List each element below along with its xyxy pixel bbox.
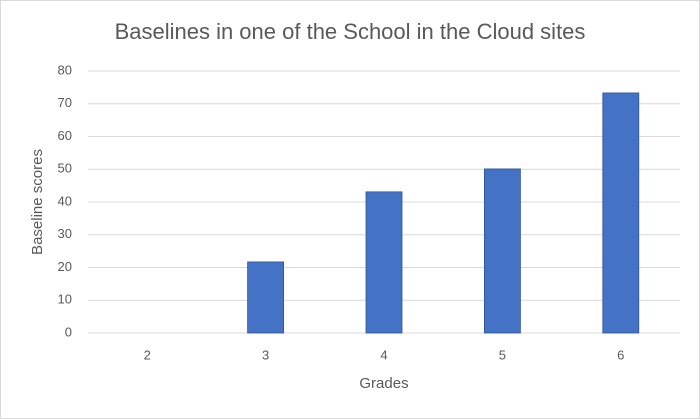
y-tick-label: 20	[58, 259, 72, 274]
bar	[483, 168, 521, 334]
y-tick-label: 40	[58, 193, 72, 208]
y-tick-label: 50	[58, 161, 72, 176]
y-axis-title: Baseline scores	[29, 149, 46, 255]
x-tick-label: 6	[617, 347, 624, 362]
x-tick-label: 2	[144, 347, 151, 362]
x-tick-label: 5	[499, 347, 506, 362]
y-tick-label: 70	[58, 95, 72, 110]
y-tick-label: 80	[58, 62, 72, 77]
bar	[365, 191, 403, 334]
x-axis-title: Grades	[359, 375, 408, 392]
bar	[602, 92, 640, 334]
chart-title: Baselines in one of the School in the Cl…	[115, 19, 586, 44]
x-tick-label: 4	[380, 347, 387, 362]
y-tick-label: 60	[58, 128, 72, 143]
bar	[247, 261, 285, 334]
y-tick-label: 0	[65, 324, 72, 339]
y-tick-label: 10	[58, 292, 72, 307]
y-tick-label: 30	[58, 226, 72, 241]
x-tick-label: 3	[262, 347, 269, 362]
